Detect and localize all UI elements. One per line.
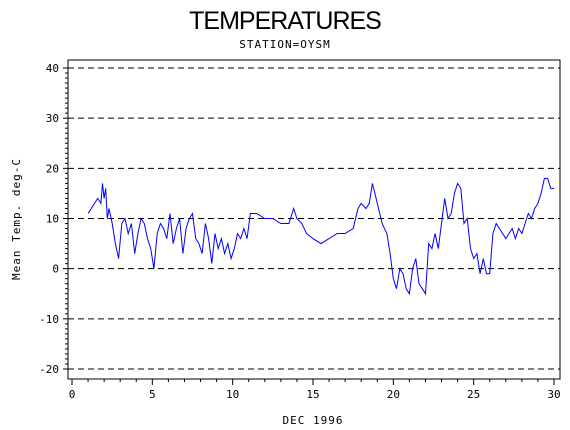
x-tick-label: 15 xyxy=(306,388,319,401)
gridlines xyxy=(68,67,560,370)
y-tick-label: -10 xyxy=(39,313,59,326)
axis-ticks: -20 -10 0 10 20 30 40 0 5 10 15 20 25 30 xyxy=(39,62,561,401)
x-tick-label: 25 xyxy=(467,388,480,401)
y-axis-label: Mean Temp. deg-C xyxy=(10,158,23,280)
plot-frame xyxy=(67,59,561,380)
x-tick-label: 0 xyxy=(69,388,76,401)
x-tick-label: 20 xyxy=(387,388,400,401)
x-axis-label: DEC 1996 xyxy=(283,414,344,427)
chart-title: TEMPERATURES xyxy=(189,7,381,35)
y-tick-label: 30 xyxy=(46,112,59,125)
x-tick-label: 10 xyxy=(226,388,239,401)
series-layer xyxy=(87,177,554,296)
y-tick-label: 0 xyxy=(52,263,59,276)
y-tick-label: 10 xyxy=(46,213,59,226)
chart-subtitle: STATION=OYSM xyxy=(239,38,330,51)
y-tick-label: -20 xyxy=(39,363,59,376)
x-tick-label: 30 xyxy=(547,388,560,401)
series-line xyxy=(87,177,554,296)
y-tick-label: 40 xyxy=(46,62,59,75)
y-tick-label: 20 xyxy=(46,162,59,175)
x-tick-label: 5 xyxy=(149,388,156,401)
